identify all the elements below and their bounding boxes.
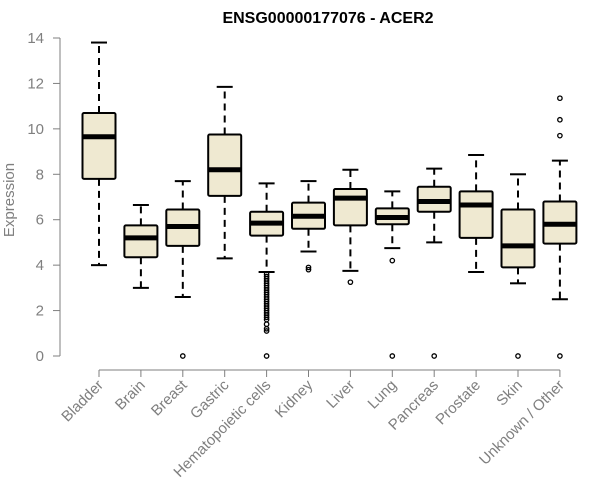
box-bladder xyxy=(81,41,117,267)
x-tick-label-prostate: Prostate xyxy=(432,377,484,429)
outlier-point xyxy=(557,353,563,359)
y-tick-label-6: 6 xyxy=(36,212,44,229)
outlier-point xyxy=(179,353,186,359)
outlier-point xyxy=(557,116,563,123)
y-tick-label-8: 8 xyxy=(36,166,44,183)
x-tick-label-lung: Lung xyxy=(365,377,401,413)
x-tick-label-liver: Liver xyxy=(323,377,358,412)
outlier-point xyxy=(305,264,312,271)
box-gastric xyxy=(207,85,243,260)
outlier-point xyxy=(263,321,270,328)
box-liver xyxy=(332,168,368,286)
iqr-box xyxy=(123,224,159,259)
chart-title: ENSG00000177076 - ACER2 xyxy=(222,10,433,27)
iqr-box xyxy=(81,111,117,180)
outlier-point xyxy=(557,132,563,139)
outlier-point xyxy=(389,353,396,359)
outlier-point xyxy=(263,328,270,334)
x-tick-label-brain: Brain xyxy=(112,377,149,414)
y-tick-label-4: 4 xyxy=(36,257,44,274)
x-tick-label-skin: Skin xyxy=(493,377,526,410)
iqr-box xyxy=(207,133,243,197)
y-axis: 0 2 4 6 8 10 12 14 xyxy=(27,30,61,365)
box-breast xyxy=(165,180,201,359)
box-prostate xyxy=(458,153,494,273)
box-brain xyxy=(123,203,159,289)
iqr-box xyxy=(458,190,494,239)
outlier-point xyxy=(263,325,270,332)
outlier-point xyxy=(305,266,312,273)
x-tick-label-breast: Breast xyxy=(148,376,191,419)
box-pancreas xyxy=(416,167,452,359)
y-axis-label: Expression xyxy=(1,163,18,237)
x-tick-label-kidney: Kidney xyxy=(272,376,317,421)
y-tick-label-2: 2 xyxy=(36,303,44,320)
boxes-group xyxy=(81,41,578,359)
box-lung xyxy=(374,190,410,359)
y-tick-label-14: 14 xyxy=(27,30,44,47)
x-tick-label-bladder: Bladder xyxy=(58,377,107,426)
box-hematopoietic-cells xyxy=(249,182,285,359)
box-skin xyxy=(500,173,536,359)
outlier-point xyxy=(431,353,438,359)
iqr-box xyxy=(500,208,536,269)
outlier-point xyxy=(263,353,270,359)
box-kidney xyxy=(291,180,326,273)
y-tick-label-10: 10 xyxy=(27,121,44,138)
outlier-point xyxy=(389,257,396,264)
outlier-point xyxy=(347,279,354,286)
y-tick-label-12: 12 xyxy=(27,75,44,92)
outlier-point xyxy=(263,314,270,321)
box-unknown-other xyxy=(542,95,578,359)
outlier-point xyxy=(557,95,563,102)
iqr-box xyxy=(332,188,368,227)
outlier-point xyxy=(515,353,521,359)
y-tick-label-0: 0 xyxy=(36,348,44,365)
